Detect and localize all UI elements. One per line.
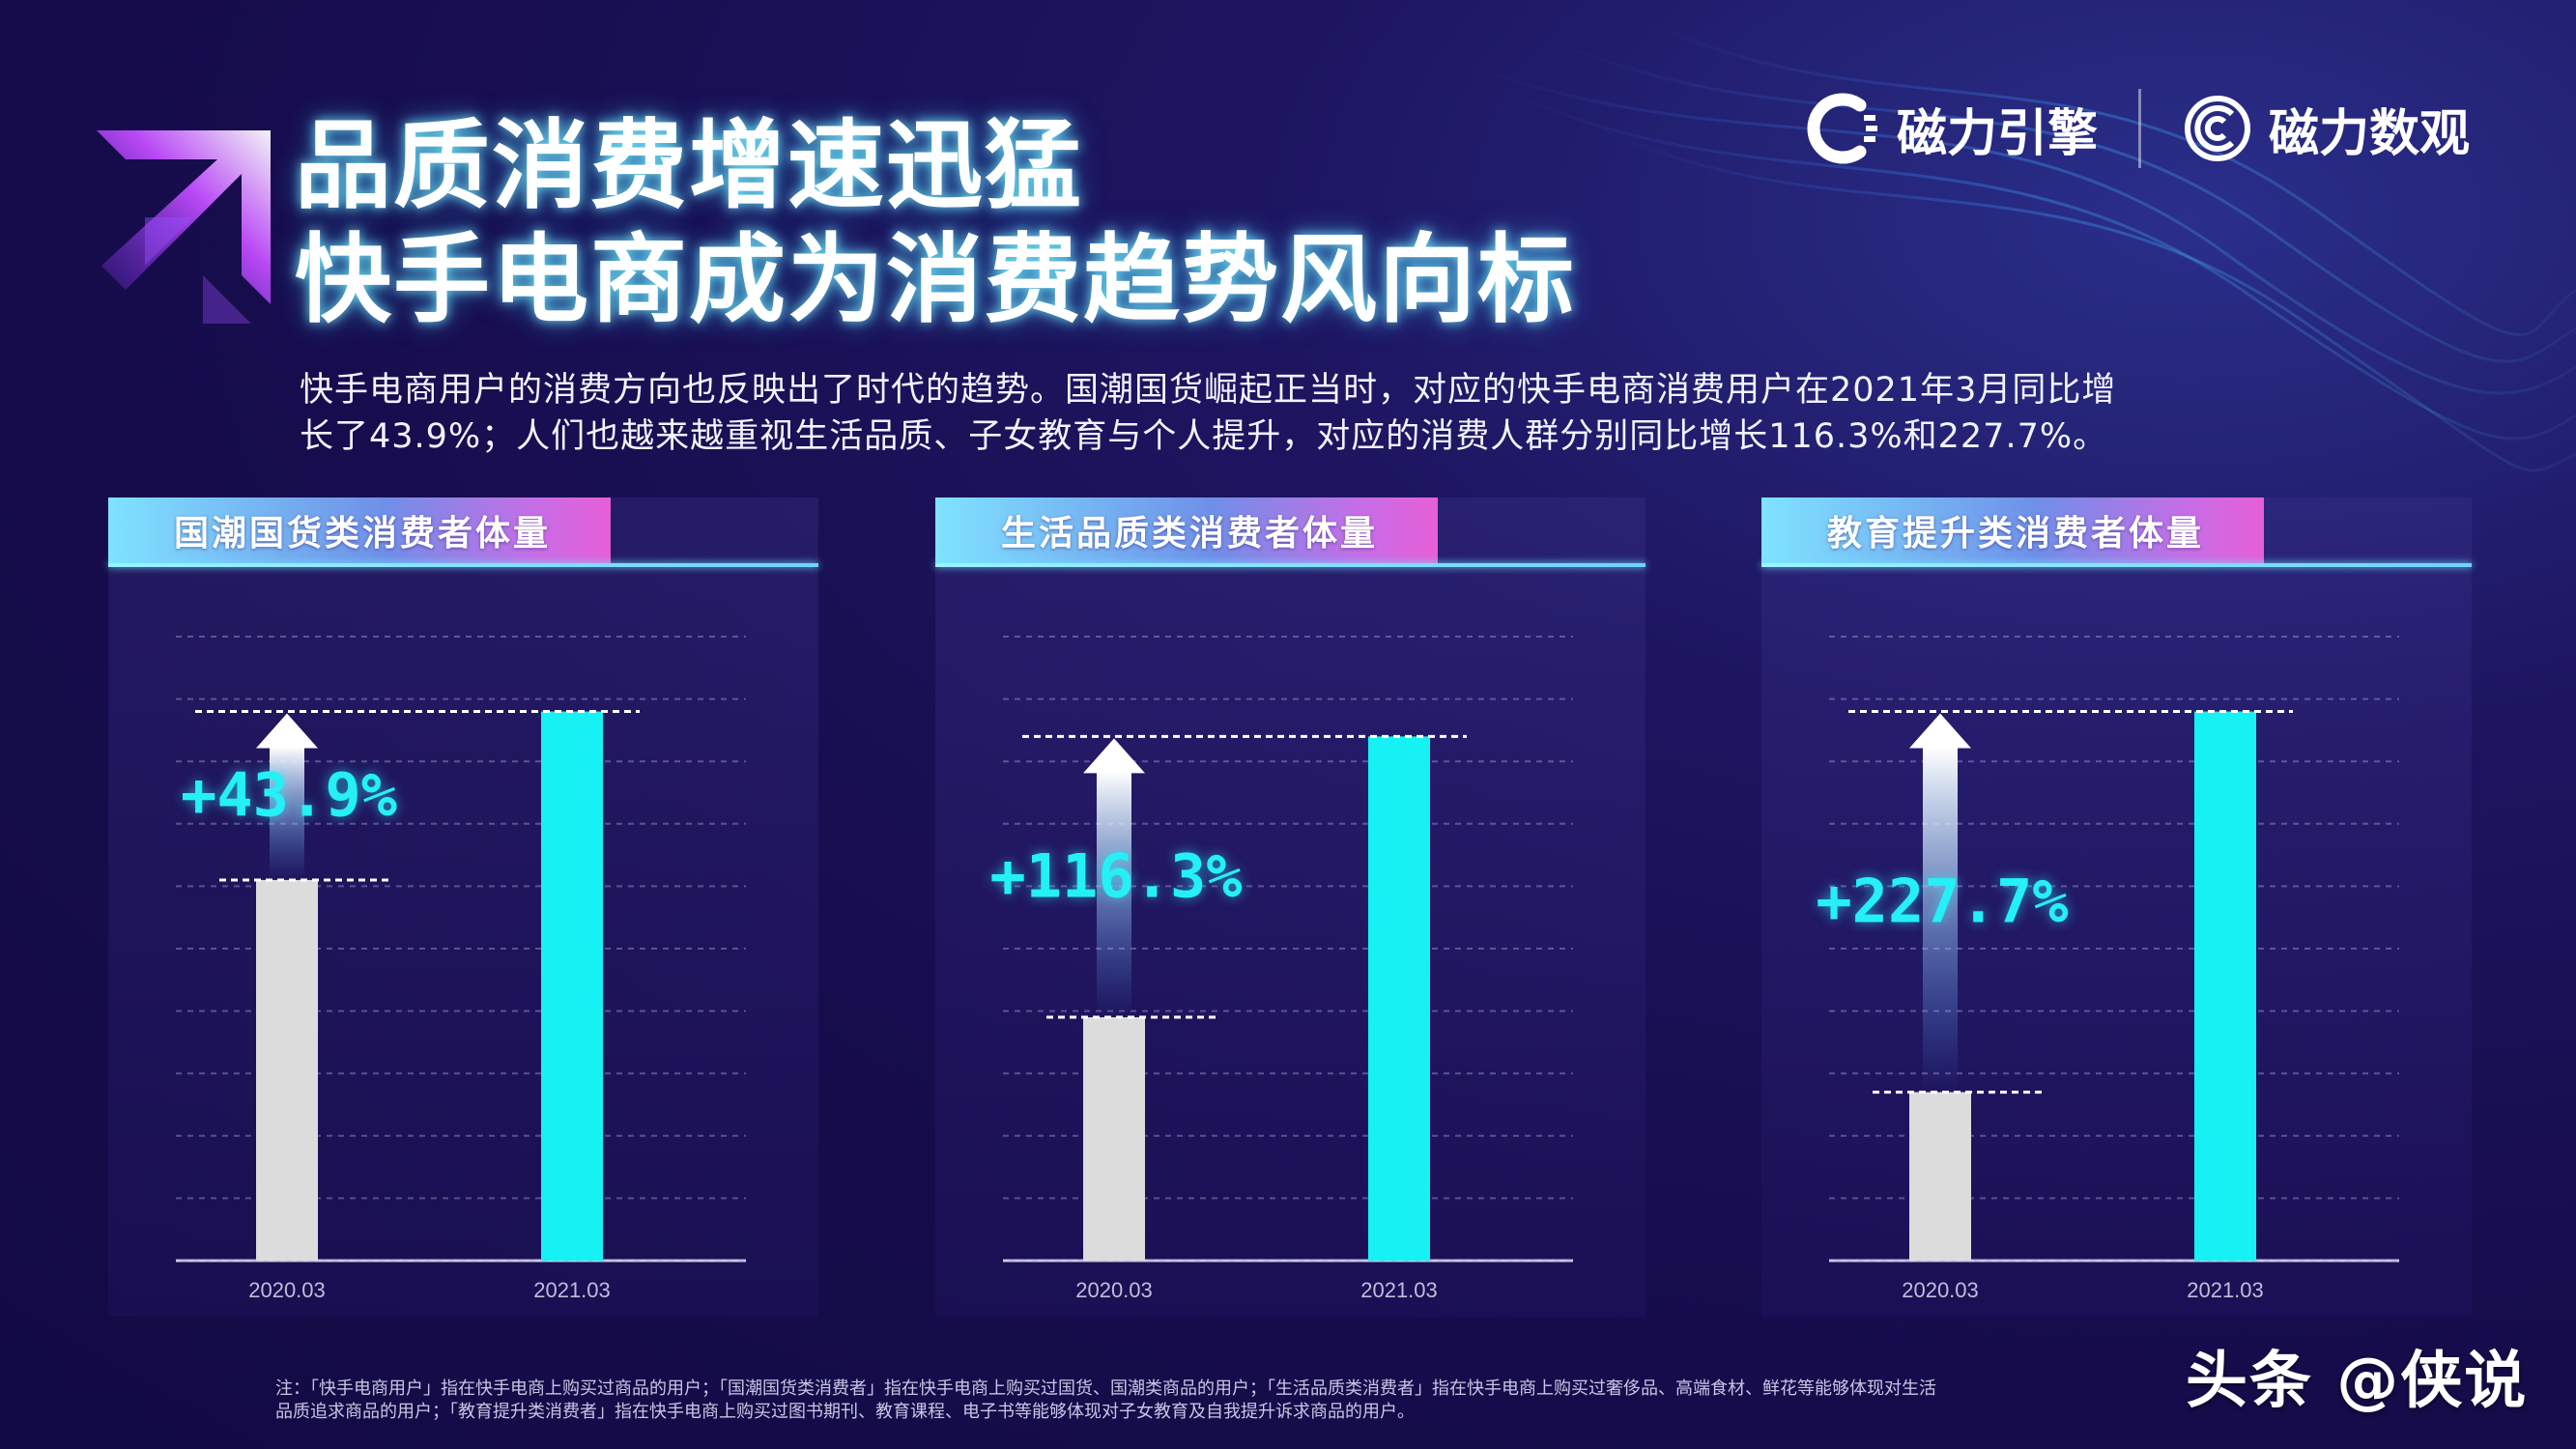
bar-2021.03 xyxy=(1368,736,1430,1261)
brand-logos: 磁力引擎 磁力数观 xyxy=(1800,85,2470,172)
x-tick-label: 2021.03 xyxy=(533,1278,611,1302)
growth-arrow-shaft xyxy=(270,746,304,880)
cili-shuguan-logo-icon xyxy=(2184,96,2250,161)
bar-2021.03 xyxy=(541,711,603,1261)
intro-line-2: 长了43.9%；人们也越来越重视生活品质、子女教育与个人提升，对应的消费人群分别… xyxy=(300,417,2108,456)
brand-cili-shuguan: 磁力数观 xyxy=(2182,93,2470,165)
footnote-line-1: 注：「快手电商用户」指在快手电商上购买过商品的用户；「国潮国货类消费者」指在快手… xyxy=(275,1378,1936,1399)
chart-title-underline xyxy=(108,563,818,567)
watermark: 头条 @侠说 xyxy=(2186,1346,2529,1417)
x-tick-label: 2020.03 xyxy=(1075,1278,1153,1302)
x-tick-label: 2020.03 xyxy=(1902,1278,1979,1302)
bar-2021.03 xyxy=(2194,711,2256,1261)
chart-panel-shenghuo: 生活品质类消费者体量 2020.03 2021.03 +116.3% xyxy=(935,497,1646,1317)
bar-2020.03 xyxy=(256,879,318,1261)
intro-line-1: 快手电商用户的消费方向也反映出了时代的趋势。国潮国货崛起正当时，对应的快手电商消… xyxy=(300,371,2117,410)
trend-arrow-icon xyxy=(97,130,271,324)
chart-title-underline xyxy=(1761,563,2472,567)
x-tick-label: 2020.03 xyxy=(248,1278,326,1302)
bar-chart: 2020.03 2021.03 +116.3% xyxy=(989,636,1573,1302)
intro-paragraph: 快手电商用户的消费方向也反映出了时代的趋势。国潮国货崛起正当时，对应的快手电商消… xyxy=(300,367,2329,460)
chart-title: 教育提升类消费者体量 xyxy=(1827,514,2205,554)
brand-cili-engine: 磁力引擎 xyxy=(1800,88,2098,169)
page-title-line-1: 品质消费增速迅猛 xyxy=(295,109,1083,222)
chart-title-underline xyxy=(935,563,1646,567)
chart-title: 生活品质类消费者体量 xyxy=(1001,514,1379,554)
bar-chart: 2020.03 2021.03 +43.9% xyxy=(176,636,746,1302)
chart-title-tab: 国潮国货类消费者体量 xyxy=(108,497,611,563)
growth-percent-label: +116.3% xyxy=(989,841,1242,912)
growth-percent-label: +43.9% xyxy=(181,760,397,831)
cili-engine-logo-icon xyxy=(1807,93,1877,164)
footnote: 注：「快手电商用户」指在快手电商上购买过商品的用户；「国潮国货类消费者」指在快手… xyxy=(275,1378,2150,1424)
growth-arrow-shaft xyxy=(1097,771,1131,1018)
growth-arrow-shaft xyxy=(1923,746,1958,1093)
chart-title-tab: 生活品质类消费者体量 xyxy=(935,497,1438,563)
bar-chart: 2020.03 2021.03 +227.7% xyxy=(1816,636,2399,1302)
brand-name: 磁力引擎 xyxy=(1896,104,2098,163)
brand-name: 磁力数观 xyxy=(2268,104,2470,163)
chart-panel-guochao: 国潮国货类消费者体量 2020.03 2021.03 +43.9% xyxy=(108,497,818,1317)
growth-arrow-head xyxy=(256,713,318,749)
bar-2020.03 xyxy=(1083,1017,1145,1261)
brand-divider xyxy=(2137,89,2141,168)
growth-percent-label: +227.7% xyxy=(1816,867,2068,937)
x-tick-label: 2021.03 xyxy=(2187,1278,2264,1302)
x-tick-label: 2021.03 xyxy=(1360,1278,1438,1302)
footnote-line-2: 品质追求商品的用户；「教育提升类消费者」指在快手电商上购买过图书期刊、教育课程、… xyxy=(275,1402,1415,1422)
growth-arrow-head xyxy=(1083,738,1145,774)
chart-title: 国潮国货类消费者体量 xyxy=(174,514,552,554)
growth-arrow-head xyxy=(1909,713,1971,749)
chart-panel-jiaoyu: 教育提升类消费者体量 2020.03 2021.03 +227.7% xyxy=(1761,497,2472,1317)
chart-title-tab: 教育提升类消费者体量 xyxy=(1761,497,2264,563)
page-title-line-2: 快手电商成为消费趋势风向标 xyxy=(295,223,1576,336)
bar-2020.03 xyxy=(1909,1092,1971,1261)
